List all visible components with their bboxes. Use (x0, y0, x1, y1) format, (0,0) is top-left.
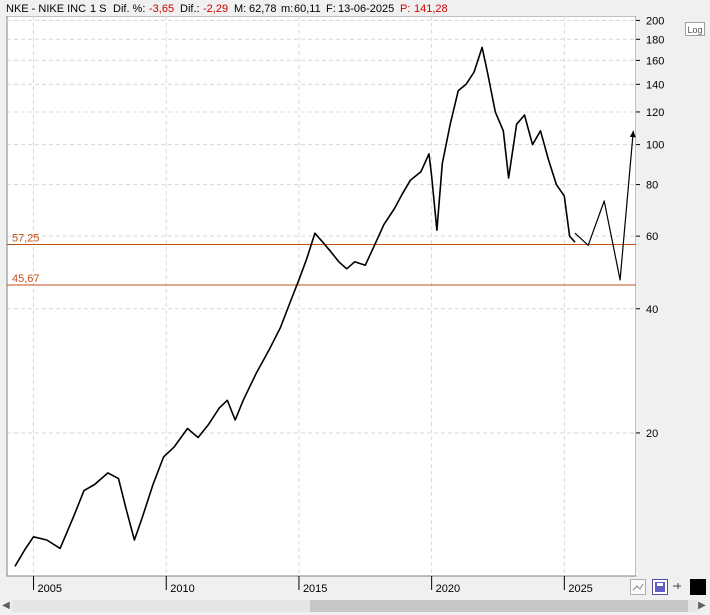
y-tick-label: 100 (646, 140, 664, 152)
y-tick-label: 180 (646, 34, 664, 46)
header-dif-label: Dif.: (180, 3, 200, 15)
series-line (574, 130, 634, 281)
header-min-label: m: (281, 3, 293, 15)
y-tick-label: 160 (646, 55, 664, 67)
header-date-label: F: (326, 3, 336, 15)
y-tick-label: 60 (646, 231, 658, 243)
price-series (14, 46, 636, 567)
scroll-left-icon[interactable]: ◀ (2, 600, 10, 611)
horizontal-scrollbar[interactable]: ◀ ▶ (0, 597, 710, 615)
header-max-label: M: (234, 3, 246, 15)
y-tick-label: 20 (646, 428, 658, 440)
header-dif-pct-label: Dif. %: (113, 3, 145, 15)
x-tick-label: 2025 (568, 583, 592, 595)
scroll-right-icon[interactable]: ▶ (698, 600, 706, 611)
level-label: 45,67 (12, 273, 40, 285)
save-icon[interactable] (652, 579, 668, 595)
scroll-thumb[interactable] (310, 600, 688, 612)
series-line (14, 46, 576, 567)
y-tick-label: 200 (646, 15, 664, 27)
y-tick-label: 140 (646, 79, 664, 91)
level-label: 57,25 (12, 233, 40, 245)
header-date-value: 13-06-2025 (338, 3, 394, 15)
color-picker-icon[interactable] (690, 579, 706, 595)
y-tick-label: 40 (646, 304, 658, 316)
x-axis: 2005 2010 2015 2020 2025 (33, 576, 593, 595)
x-tick-label: 2005 (38, 583, 62, 595)
y-axis: 20 40 60 80 100 120 140 160 180 200 (636, 15, 664, 440)
log-scale-button[interactable]: Log (685, 22, 705, 36)
support-levels: 57,25 45,67 (7, 233, 636, 286)
header-dif-pct-value: -3,65 (149, 3, 174, 15)
header-bar (0, 0, 710, 16)
grid (7, 16, 636, 576)
x-tick-label: 2020 (436, 583, 460, 595)
header-dif-value: -2,29 (203, 3, 228, 15)
projection-arrowhead (629, 130, 636, 138)
plot-area (6, 15, 637, 577)
y-tick-label: 80 (646, 180, 658, 192)
header-p-label: P: (400, 3, 410, 15)
compare-icon[interactable] (630, 579, 646, 595)
x-tick-label: 2010 (170, 583, 194, 595)
y-tick-label: 120 (646, 107, 664, 119)
header-p-value: 141,28 (414, 3, 448, 15)
x-tick-label: 2015 (303, 583, 327, 595)
y-axis-area (636, 16, 682, 576)
header-ticker: NKE - NIKE INC (6, 3, 86, 15)
chart-toolbar (625, 577, 710, 597)
header-period: 1 S (90, 3, 107, 15)
pin-icon[interactable] (670, 579, 686, 595)
header-max-value: 62,78 (249, 3, 277, 15)
header-min-value: 60,11 (294, 3, 321, 15)
